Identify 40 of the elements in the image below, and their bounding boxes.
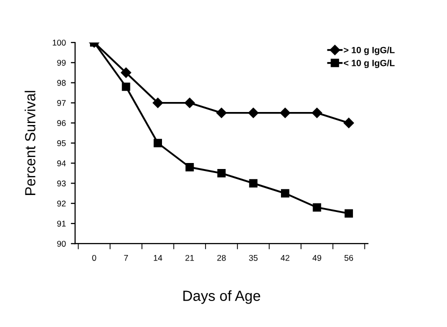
point [216,108,227,118]
y-tick-label: 90 [57,240,66,247]
legend-label: > 10 g IgG/L [344,46,395,56]
point [312,203,322,212]
point [184,98,195,108]
y-tick-label: 99 [57,60,66,66]
x-tick-label: 28 [217,254,226,261]
x-tick-label: 42 [280,254,290,261]
point [217,169,226,178]
point [249,179,258,188]
point [122,82,130,91]
x-axis-title: Days of Age [183,290,260,304]
x-tick-label: 0 [92,254,96,261]
point [185,163,194,172]
point [154,138,162,148]
y-tick-label: 95 [57,140,66,146]
x-tick-label: 21 [185,254,194,261]
y-tick-label: 100 [52,40,66,46]
x-tick-label: 49 [312,254,322,261]
x-tick-label: 7 [124,255,128,261]
y-tick-label: 93 [57,180,66,186]
y-tick-label: 96 [57,120,66,126]
y-tick-label: 97 [57,100,66,106]
y-tick-label: 91 [57,220,66,227]
y-axis-title: Percent Survival [24,90,36,195]
point [344,209,353,218]
y-tick-label: 92 [57,200,66,206]
point [152,98,163,108]
point [280,108,290,118]
y-tick-label: 98 [57,80,66,86]
point [312,108,322,118]
x-tick-label: 35 [248,254,258,261]
x-tick-label: 14 [154,255,162,261]
point [248,108,258,118]
legend-label: < 10 g IgG/L [344,60,395,68]
y-tick-label: 94 [57,160,66,166]
point [280,189,290,198]
x-tick-label: 56 [344,254,354,261]
point [120,68,132,78]
point [344,118,354,128]
